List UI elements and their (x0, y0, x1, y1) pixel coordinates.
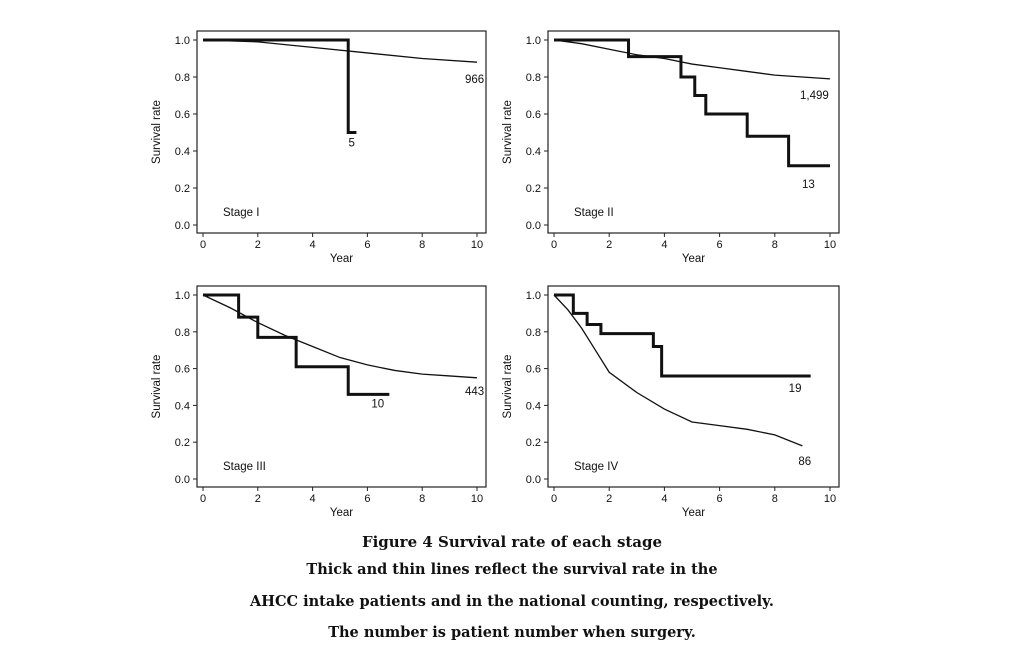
panel-2: 0 2 4 6 8 10 0.0 0.2 0.4 0.6 0.8 1.0 Year Survival ra… (502, 30, 840, 265)
y-tick-label: 0.4 (526, 400, 541, 412)
stage-label: Stage II (574, 207, 614, 219)
series-line-thick (203, 293, 390, 396)
series-count-label: 13 (802, 179, 815, 191)
x-tick-label: 8 (419, 493, 425, 505)
y-tick-label: 0.2 (526, 183, 541, 195)
plot-frame (196, 285, 487, 488)
panel-4: 0 2 4 6 8 10 0.0 0.2 0.4 0.6 0.8 1.0 Year Survival ra… (502, 285, 840, 519)
x-tick-label: 0 (200, 493, 206, 505)
panel-1: 0 2 4 6 8 10 0.0 0.2 0.4 0.6 0.8 1.0 Year Survival ra… (151, 30, 487, 265)
y-tick-label: 0.0 (175, 220, 190, 232)
y-tick-label: 0.2 (175, 183, 190, 195)
x-tick-label: 10 (824, 239, 836, 251)
figure-panels: 0 2 4 6 8 10 0.0 0.2 0.4 0.6 0.8 1.0 Year Survival ra… (151, 30, 840, 519)
series-count-label: 19 (789, 383, 802, 395)
y-tick-label: 0.6 (526, 364, 541, 376)
series-line-thin (553, 294, 803, 447)
x-axis-label: Year (682, 253, 705, 265)
stage-label: Stage IV (574, 461, 618, 473)
series-count-label: 443 (465, 386, 484, 398)
y-axis-label: Survival rate (502, 355, 514, 419)
series-line-thin (202, 39, 478, 63)
x-tick-label: 4 (661, 239, 667, 251)
y-tick-label: 0.6 (175, 364, 190, 376)
stage-label: Stage I (223, 207, 259, 219)
y-axis-label: Survival rate (151, 355, 163, 419)
y-tick-label: 0.0 (175, 474, 190, 486)
x-tick-label: 6 (364, 493, 370, 505)
x-tick-label: 0 (551, 493, 557, 505)
y-axis-label: Survival rate (502, 100, 514, 164)
y-tick-label: 0.4 (526, 146, 541, 158)
y-tick-label: 0.0 (526, 220, 541, 232)
x-tick-label: 6 (364, 239, 370, 251)
y-tick-label: 0.2 (526, 437, 541, 449)
x-tick-label: 10 (471, 239, 483, 251)
figure-caption-line-3: The number is patient number when surger… (328, 624, 696, 641)
panel-3: 0 2 4 6 8 10 0.0 0.2 0.4 0.6 0.8 1.0 Year Survival ra… (151, 285, 487, 519)
x-tick-label: 4 (310, 239, 316, 251)
y-tick-label: 1.0 (526, 35, 541, 47)
x-tick-label: 8 (772, 239, 778, 251)
plot-frame (547, 30, 840, 234)
x-tick-label: 4 (310, 493, 316, 505)
y-tick-label: 0.4 (175, 146, 190, 158)
series-line-thin (553, 39, 831, 80)
series-line-thick (554, 38, 830, 168)
y-tick-label: 0.8 (175, 327, 190, 339)
y-tick-label: 0.6 (175, 109, 190, 121)
y-tick-label: 0.4 (175, 400, 190, 412)
x-tick-label: 8 (419, 239, 425, 251)
plot-frame (547, 285, 840, 488)
y-axis-label: Survival rate (151, 100, 163, 164)
x-tick-label: 10 (471, 493, 483, 505)
x-tick-label: 0 (200, 239, 206, 251)
y-tick-label: 1.0 (175, 35, 190, 47)
y-tick-label: 1.0 (526, 290, 541, 302)
y-tick-label: 0.6 (526, 109, 541, 121)
series-count-label: 966 (465, 74, 484, 86)
figure-caption-line-2: AHCC intake patients and in the national… (250, 593, 774, 610)
series-count-label: 10 (371, 398, 384, 410)
series-line-thin (202, 294, 478, 379)
figure-caption-title: Figure 4 Survival rate of each stage (361, 533, 663, 551)
x-tick-label: 6 (717, 239, 723, 251)
series-count-label: 5 (348, 138, 354, 150)
series-count-label: 1,499 (800, 90, 829, 102)
stage-label: Stage III (223, 461, 266, 473)
x-axis-label: Year (330, 253, 353, 265)
y-tick-label: 0.8 (526, 327, 541, 339)
y-tick-label: 1.0 (175, 290, 190, 302)
y-tick-label: 0.2 (175, 437, 190, 449)
series-count-label: 86 (798, 456, 811, 468)
series-line-thick (203, 38, 357, 134)
x-axis-label: Year (330, 507, 353, 519)
x-tick-label: 2 (606, 239, 612, 251)
x-tick-label: 2 (255, 239, 261, 251)
series-line-thick (554, 293, 811, 378)
x-tick-label: 2 (255, 493, 261, 505)
x-tick-label: 0 (551, 239, 557, 251)
plot-frame (196, 30, 487, 234)
y-tick-label: 0.8 (526, 72, 541, 84)
x-axis-label: Year (682, 507, 705, 519)
y-tick-label: 0.0 (526, 474, 541, 486)
x-tick-label: 8 (772, 493, 778, 505)
charts-svg: 0 2 4 6 8 10 0.0 0.2 0.4 0.6 0.8 1.0 Year Survival ra… (151, 30, 840, 519)
x-tick-label: 4 (661, 493, 667, 505)
x-tick-label: 6 (717, 493, 723, 505)
y-tick-label: 0.8 (175, 72, 190, 84)
figure-caption-line-1: Thick and thin lines reflect the surviva… (306, 561, 718, 578)
x-tick-label: 10 (824, 493, 836, 505)
x-tick-label: 2 (606, 493, 612, 505)
